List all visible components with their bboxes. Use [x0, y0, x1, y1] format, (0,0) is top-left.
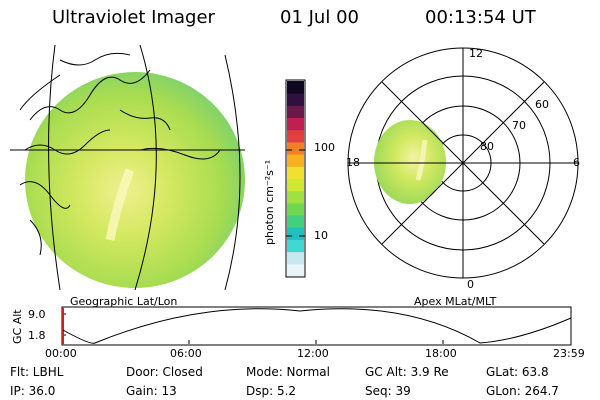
apex-label: Apex MLat/MLT: [414, 295, 497, 308]
info-door: Door: Closed: [126, 365, 203, 379]
colorbar-swatch: [287, 190, 304, 204]
colorbar-swatch: [287, 166, 304, 179]
info-glon: GLon: 264.7: [486, 384, 559, 398]
longitude-line: [224, 54, 241, 290]
colorbar-swatch: [287, 93, 304, 106]
colorbar-swatch: [287, 117, 304, 131]
time-label: 00:13:54 UT: [425, 7, 536, 28]
time-tick-0600: 06:00: [170, 347, 202, 360]
info-mode: Mode: Normal: [246, 365, 330, 379]
time-tick-0000: 00:00: [45, 347, 77, 360]
altitude-tick-bottom: 1.8: [28, 329, 46, 342]
info-ip: IP: 36.0: [10, 384, 56, 398]
altitude-plot: [61, 306, 572, 346]
colorbar-swatch: [287, 239, 304, 253]
app-title: Ultraviolet Imager: [52, 7, 215, 28]
mlat-label-80: 80: [480, 140, 494, 153]
date-label: 01 Jul 00: [280, 7, 359, 28]
colorbar-swatch: [287, 227, 304, 240]
info-seq: Seq: 39: [365, 384, 411, 398]
mlt-label-18: 18: [346, 156, 360, 169]
info-gain: Gain: 13: [126, 384, 177, 398]
mlt-label-0: 0: [467, 278, 474, 291]
info-dsp: Dsp: 5.2: [246, 384, 297, 398]
colorbar: [285, 79, 306, 278]
info-gcalt: GC Alt: 3.9 Re: [365, 365, 449, 379]
longitude-line: [48, 45, 61, 290]
colorbar-swatch: [287, 105, 304, 119]
latitude-line: [19, 74, 61, 111]
colorbar-swatch: [287, 141, 304, 155]
colorbar-swatch: [287, 154, 304, 167]
time-tick-1200: 12:00: [297, 347, 329, 360]
altitude-tick-top: 9.0: [28, 308, 46, 321]
auroral-arc: [105, 168, 135, 241]
apex-polar-plot: [347, 47, 579, 279]
altitude-axis-label: GC Alt: [11, 309, 24, 344]
auroral-image: [25, 72, 245, 288]
longitude-line: [134, 45, 157, 290]
colorbar-swatch: [287, 81, 304, 94]
colorbar-swatch: [287, 263, 304, 277]
info-flt: Flt: LBHL: [10, 365, 64, 379]
mlt-label-12: 12: [469, 47, 483, 60]
colorbar-swatch: [287, 251, 304, 265]
colorbar-tick-10: 10: [314, 229, 328, 242]
mlat-label-70: 70: [512, 119, 526, 132]
apex-auroral-image: [374, 120, 446, 204]
colorbar-swatch: [287, 178, 304, 192]
colorbar-swatch: [287, 215, 304, 228]
geographic-label: Geographic Lat/Lon: [70, 295, 178, 308]
colorbar-swatch: [287, 129, 304, 143]
mlt-label-6: 6: [573, 156, 580, 169]
colorbar-tick-100: 100: [314, 141, 335, 154]
colorbar-unit-label: photon cm⁻²s⁻¹: [263, 159, 276, 245]
time-tick-2359: 23:59: [553, 347, 585, 360]
colorbar-swatch: [287, 202, 304, 216]
altitude-curve: [62, 308, 572, 344]
mlat-label-60: 60: [535, 98, 549, 111]
info-glat: GLat: 63.8: [486, 365, 549, 379]
time-tick-1800: 18:00: [425, 347, 457, 360]
